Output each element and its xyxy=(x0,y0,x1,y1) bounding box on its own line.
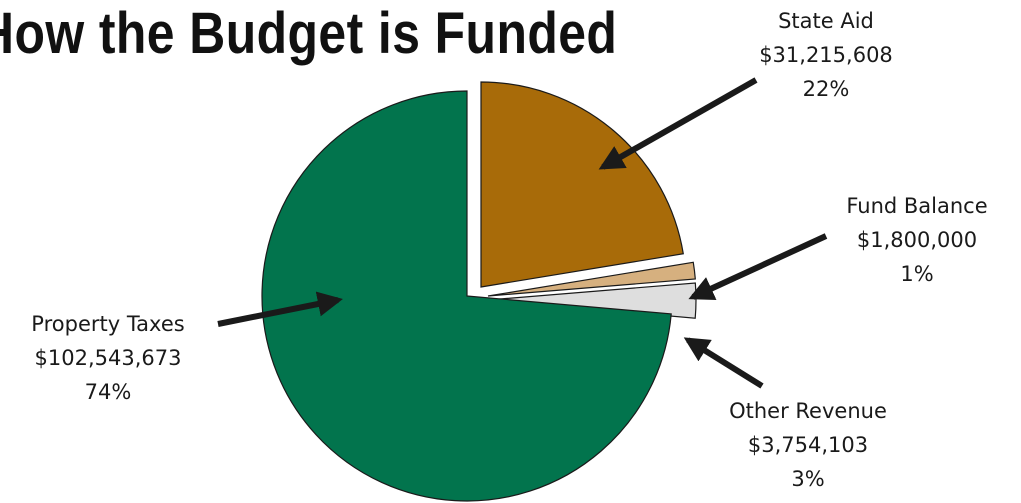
pie-slices xyxy=(261,81,697,502)
callout-arrow-fund-balance xyxy=(688,233,828,301)
slice-labels: State Aid $31,215,608 22% Fund Balance $1,80… xyxy=(31,9,987,491)
slice-name-label-fund-balance: Fund Balance xyxy=(846,194,987,218)
slice-name-label-other-revenue: Other Revenue xyxy=(729,399,887,423)
slice-percent-label-state-aid: 22% xyxy=(803,77,850,101)
slice-value-label-other-revenue: $3,754,103 xyxy=(748,433,868,457)
slice-name-label-property-taxes: Property Taxes xyxy=(31,312,184,336)
slice-value-label-property-taxes: $102,543,673 xyxy=(35,346,182,370)
callout-arrow-state-aid xyxy=(598,77,758,170)
chart-title: How the Budget is Funded xyxy=(0,1,618,66)
pie-slice-property-taxes xyxy=(261,90,672,502)
callout-arrow-property-taxes xyxy=(217,291,343,327)
pie-slice-state-aid xyxy=(480,81,684,288)
slice-value-label-state-aid: $31,215,608 xyxy=(759,43,893,67)
slice-percent-label-other-revenue: 3% xyxy=(791,467,824,491)
slice-name-label-state-aid: State Aid xyxy=(778,9,874,33)
callout-arrows xyxy=(217,77,828,389)
slice-percent-label-property-taxes: 74% xyxy=(85,380,132,404)
callout-arrow-other-revenue xyxy=(683,337,764,389)
slice-value-label-fund-balance: $1,800,000 xyxy=(857,228,977,252)
slice-percent-label-fund-balance: 1% xyxy=(900,262,933,286)
